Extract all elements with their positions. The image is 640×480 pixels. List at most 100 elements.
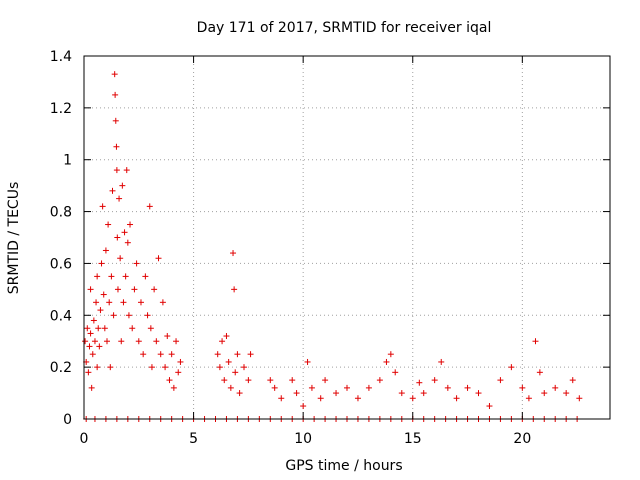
data-point [532,338,539,345]
data-point [90,317,97,324]
data-point [106,299,113,306]
y-tick-label: 1.2 [50,101,72,117]
data-point [175,369,182,376]
data-point [164,333,171,340]
data-point [304,358,311,365]
y-tick-label: 0.6 [50,256,72,272]
data-point [97,307,104,314]
data-point [271,384,278,391]
data-point [289,377,296,384]
data-point [453,395,460,402]
data-point [166,377,173,384]
data-point [119,182,126,189]
x-axis-title: GPS time / hours [285,458,402,474]
data-point [300,403,307,410]
data-point [104,338,111,345]
data-point [344,384,350,391]
data-point [219,338,226,345]
data-point [99,203,106,210]
data-point [221,377,228,384]
data-point [236,390,243,397]
data-point [108,273,115,280]
data-point [110,312,117,319]
grid-lines [84,56,610,419]
data-point [131,286,138,293]
data-point [114,286,121,293]
data-point [398,390,405,397]
x-tick-label: 15 [404,431,422,447]
data-point [576,395,583,402]
x-tick-labels: 0 5 10 15 20 [80,431,532,447]
data-point [267,377,274,384]
data-point [365,384,372,391]
data-point [170,384,177,391]
data-point [536,369,543,376]
data-point [416,379,423,386]
data-point [91,338,98,345]
data-points [82,71,583,422]
data-point [125,312,132,319]
data-point [168,351,175,358]
data-point [231,286,238,293]
data-point [135,338,142,345]
data-point [102,247,109,254]
data-point [147,325,154,332]
data-point [101,325,108,332]
data-point [464,384,471,391]
data-point [84,325,91,332]
axis-ticks [83,55,610,420]
data-point [93,299,100,306]
data-point [354,395,361,402]
data-point [563,390,570,397]
chart-title: Day 171 of 2017, SRMTID for receiver iqa… [197,20,492,36]
x-tick-label: 20 [513,431,531,447]
data-point [245,377,252,384]
data-point [98,260,105,267]
data-point [486,403,493,410]
data-point [107,364,114,371]
data-point [137,299,144,306]
data-point [227,384,234,391]
data-point [118,338,125,345]
x-tick-label: 5 [189,431,198,447]
data-point [133,260,140,267]
data-point [376,377,383,384]
data-point [438,358,445,365]
data-point [146,203,153,210]
data-point [112,117,119,124]
data-point [121,229,128,236]
data-point [157,351,164,358]
data-point [112,91,119,98]
data-point [144,312,151,319]
data-point [383,358,390,365]
data-point [508,364,515,371]
data-point [234,351,241,358]
data-point [117,255,124,262]
data-point [153,338,160,345]
data-point [155,255,162,262]
data-point [444,384,451,391]
data-point [409,395,416,402]
data-point [94,364,101,371]
data-point [111,71,118,78]
data-point [293,390,300,397]
data-point [89,351,96,358]
data-point [140,351,147,358]
y-tick-label: 0.2 [50,360,72,376]
data-point [87,330,94,337]
y-tick-label: 1.4 [50,49,72,65]
data-point [159,299,166,306]
data-point [214,351,221,358]
data-point [173,338,180,345]
data-point [109,187,116,194]
data-point [82,338,89,345]
data-point [123,167,130,174]
data-point [88,384,95,391]
data-point [85,369,92,376]
data-point [96,343,103,350]
data-point [151,286,158,293]
y-tick-label: 1 [63,153,72,169]
data-point [177,358,184,365]
data-point [322,377,329,384]
